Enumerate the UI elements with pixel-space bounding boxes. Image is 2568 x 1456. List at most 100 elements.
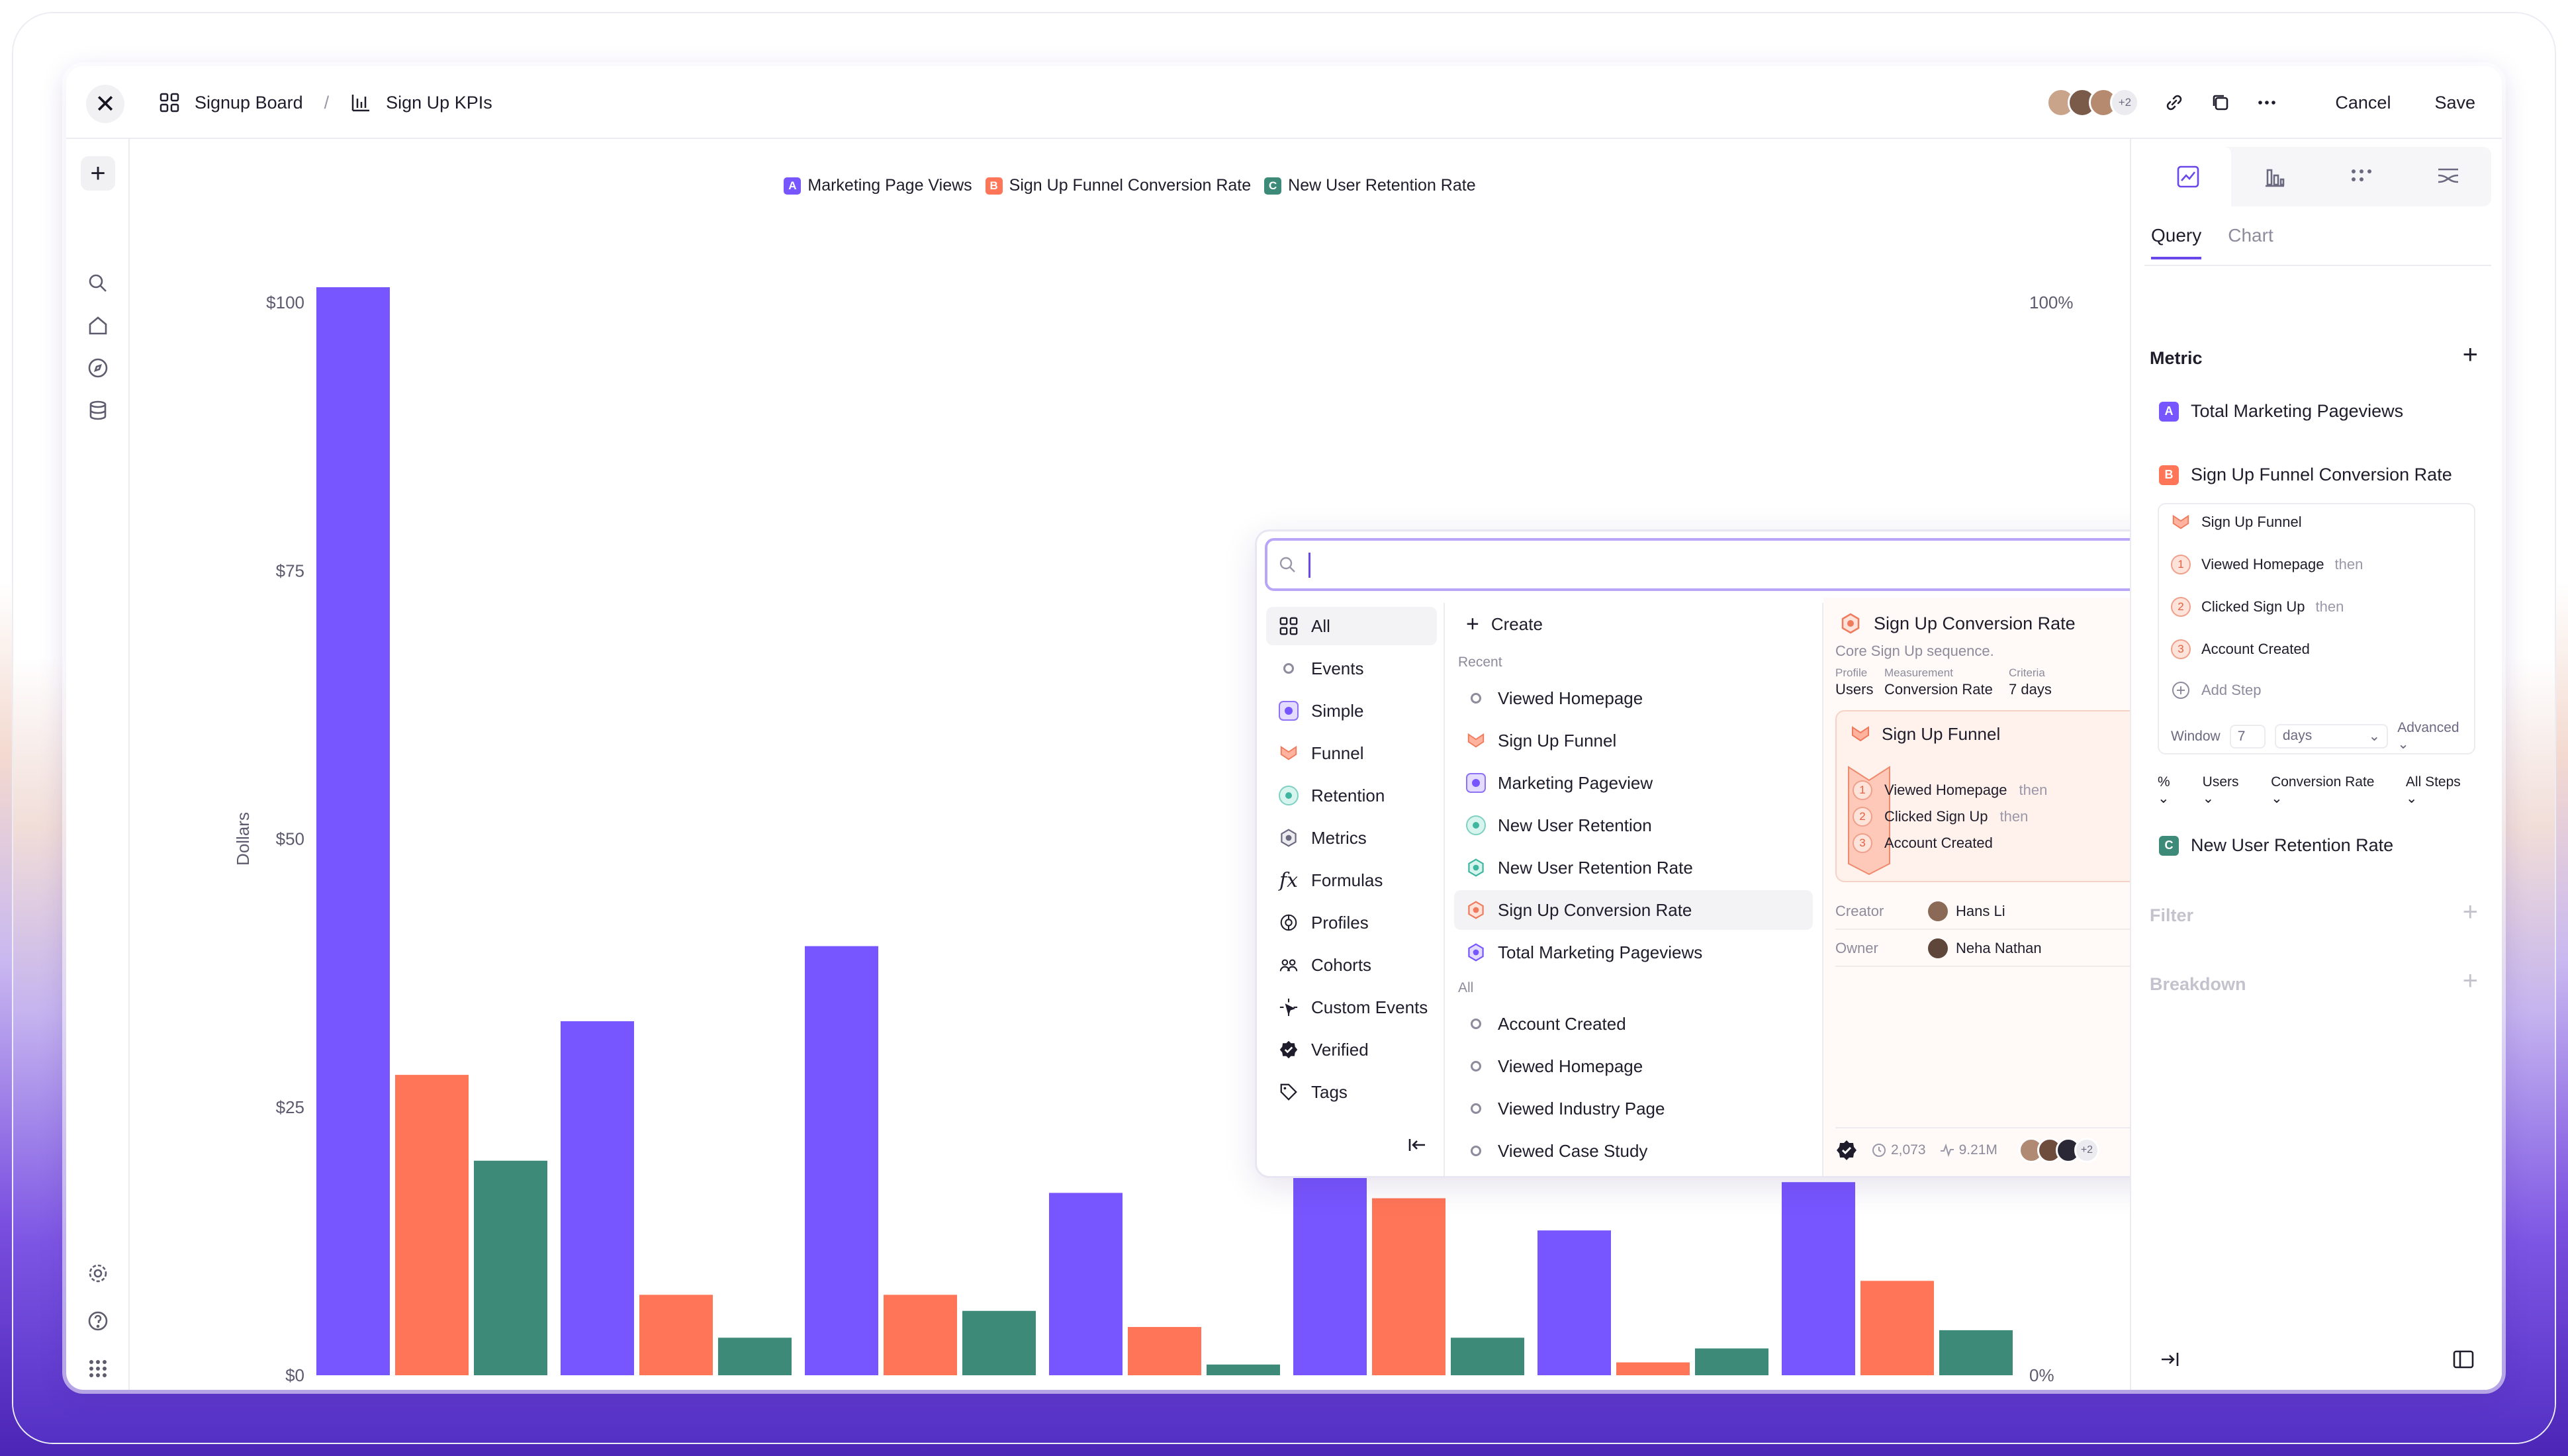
collapse-left-icon[interactable]	[1406, 1134, 1429, 1161]
creator-label: Creator	[1835, 903, 1884, 919]
category-label: Verified	[1311, 1039, 1369, 1060]
breadcrumb-report[interactable]: Sign Up KPIs	[386, 92, 492, 113]
category-funnel[interactable]: Funnel	[1266, 734, 1437, 772]
compass-icon[interactable]	[86, 356, 110, 380]
database-icon[interactable]	[86, 398, 110, 422]
save-button[interactable]: Save	[2434, 92, 2475, 113]
metric-label: Total Marketing Pageviews	[2191, 401, 2404, 421]
tab-sankey[interactable]	[2405, 147, 2491, 206]
search-icon[interactable]	[86, 271, 110, 295]
window-value-input[interactable]: 7	[2229, 724, 2266, 749]
bar-marketing-page-views	[1049, 1193, 1123, 1375]
advanced-toggle[interactable]: Advanced ⌄	[2397, 720, 2459, 752]
metric-label: Sign Up Funnel Conversion Rate	[2191, 465, 2452, 484]
panel-icon-tabs	[2144, 147, 2491, 206]
item-label: Sign Up Funnel	[1498, 730, 1617, 751]
duplicate-icon[interactable]	[2209, 91, 2232, 114]
legend-item-a[interactable]: A Marketing Page Views	[784, 176, 972, 195]
all-heading: All	[1458, 980, 1474, 995]
help-icon[interactable]	[86, 1309, 110, 1333]
metric-row-b[interactable]: B Sign Up Funnel Conversion Rate	[2159, 465, 2452, 485]
apps-grid-icon[interactable]	[86, 1357, 110, 1381]
collapse-panel-icon[interactable]	[2158, 1347, 2181, 1371]
metric-badge: B	[2159, 465, 2179, 485]
funnel-step[interactable]: 3 Account Created	[2171, 639, 2320, 659]
step-number: 3	[1853, 833, 1872, 853]
item-label: Total Marketing Pageviews	[1498, 942, 1703, 962]
recent-item[interactable]: Sign Up Conversion Rate	[1454, 890, 1813, 930]
add-step-button[interactable]: Add Step	[2171, 680, 2262, 700]
category-tags[interactable]: Tags	[1266, 1073, 1437, 1111]
legend-item-c[interactable]: C New User Retention Rate	[1264, 176, 1476, 195]
legend-item-b[interactable]: B Sign Up Funnel Conversion Rate	[985, 176, 1251, 195]
tab-flows[interactable]	[2318, 147, 2405, 206]
metric-row-a[interactable]: A Total Marketing Pageviews	[2159, 401, 2403, 422]
chevron-down-icon: ⌄	[2368, 729, 2381, 744]
category-list: All Events Simple Funnel Retention Metrics fx F…	[1257, 603, 1445, 1176]
recent-item[interactable]: New User Retention Rate	[1454, 848, 1813, 887]
search-input[interactable]	[1265, 538, 2172, 591]
board-grid-icon	[160, 93, 179, 113]
recent-item[interactable]: Viewed Homepage	[1454, 678, 1813, 718]
category-custom-events[interactable]: Custom Events	[1266, 988, 1437, 1026]
settings-icon[interactable]	[86, 1261, 110, 1285]
tab-bar-chart[interactable]	[2231, 147, 2318, 206]
breadcrumb-board[interactable]: Signup Board	[195, 92, 303, 113]
recent-item[interactable]: Marketing Pageview	[1454, 763, 1813, 803]
funnel-step[interactable]: 1 Viewed Homepage then	[2171, 555, 2363, 574]
option-conversion-rate[interactable]: Conversion Rate ⌄	[2271, 774, 2375, 806]
link-icon[interactable]	[2163, 91, 2185, 114]
tab-chart[interactable]: Chart	[2228, 225, 2273, 246]
collaborator-avatars[interactable]: +2	[2046, 88, 2140, 117]
viewer-avatars[interactable]: +2	[2018, 1138, 2099, 1163]
recent-item[interactable]: New User Retention	[1454, 805, 1813, 845]
bar-sign-up-funnel-conversion-rate	[1860, 1281, 1934, 1375]
tab-query[interactable]: Query	[2151, 225, 2202, 259]
search-icon	[1279, 557, 1295, 572]
add-filter-button[interactable]: +	[2462, 897, 2478, 927]
all-item[interactable]: Viewed Homepage	[1454, 1046, 1813, 1086]
option-percent[interactable]: % ⌄	[2158, 774, 2170, 806]
legend-label: Marketing Page Views	[807, 176, 972, 195]
category-label: Profiles	[1311, 912, 1369, 933]
all-item[interactable]: Account Created	[1454, 1004, 1813, 1044]
verified-icon	[1837, 1140, 1857, 1160]
more-icon[interactable]	[2256, 91, 2278, 114]
category-formulas[interactable]: fx Formulas	[1266, 861, 1437, 899]
all-item[interactable]: Viewed Case Study	[1454, 1131, 1813, 1171]
sidebar-toggle-icon[interactable]	[2452, 1347, 2475, 1371]
recent-item[interactable]: Total Marketing Pageviews	[1454, 933, 1813, 972]
option-label: All Steps	[2405, 774, 2461, 790]
window-unit-select[interactable]: days ⌄	[2274, 724, 2389, 749]
category-retention[interactable]: Retention	[1266, 776, 1437, 815]
cancel-button[interactable]: Cancel	[2335, 92, 2391, 113]
option-all-steps[interactable]: All Steps ⌄	[2405, 774, 2461, 806]
option-label: Users	[2202, 774, 2239, 790]
category-metrics[interactable]: Metrics	[1266, 819, 1437, 857]
meta-value: Users	[1835, 681, 1874, 698]
tab-line-chart[interactable]	[2144, 147, 2231, 206]
category-cohorts[interactable]: Cohorts	[1266, 946, 1437, 984]
category-verified[interactable]: Verified	[1266, 1030, 1437, 1069]
new-plus-button[interactable]: +	[81, 156, 115, 191]
breakdown-section-title: Breakdown	[2150, 974, 2246, 994]
home-icon[interactable]	[86, 314, 110, 338]
category-simple[interactable]: Simple	[1266, 692, 1437, 730]
category-profiles[interactable]: Profiles	[1266, 903, 1437, 942]
item-label: Viewed Homepage	[1498, 688, 1643, 708]
all-item[interactable]: Viewed Industry Page	[1454, 1089, 1813, 1128]
funnel-step[interactable]: 2 Clicked Sign Up then	[2171, 597, 2344, 617]
app-logo[interactable]: ✕	[86, 85, 124, 123]
funnel-header[interactable]: Sign Up Funnel	[2171, 512, 2302, 532]
add-breakdown-button[interactable]: +	[2462, 966, 2478, 995]
recent-item[interactable]: Sign Up Funnel	[1454, 721, 1813, 760]
option-users[interactable]: Users ⌄	[2202, 774, 2239, 806]
create-button[interactable]: + Create	[1454, 604, 1813, 644]
step-label: Account Created	[1884, 835, 1993, 851]
metric-row-c[interactable]: C New User Retention Rate	[2159, 835, 2393, 856]
detail-pane: Sign Up Conversion Rate Core Sign Up seq…	[1823, 598, 2179, 1176]
add-metric-button[interactable]: +	[2462, 340, 2478, 369]
category-events[interactable]: Events	[1266, 649, 1437, 688]
category-all[interactable]: All	[1266, 607, 1437, 645]
query-panel: Query Chart Metric + A Total Marketing P…	[2130, 139, 2502, 1390]
